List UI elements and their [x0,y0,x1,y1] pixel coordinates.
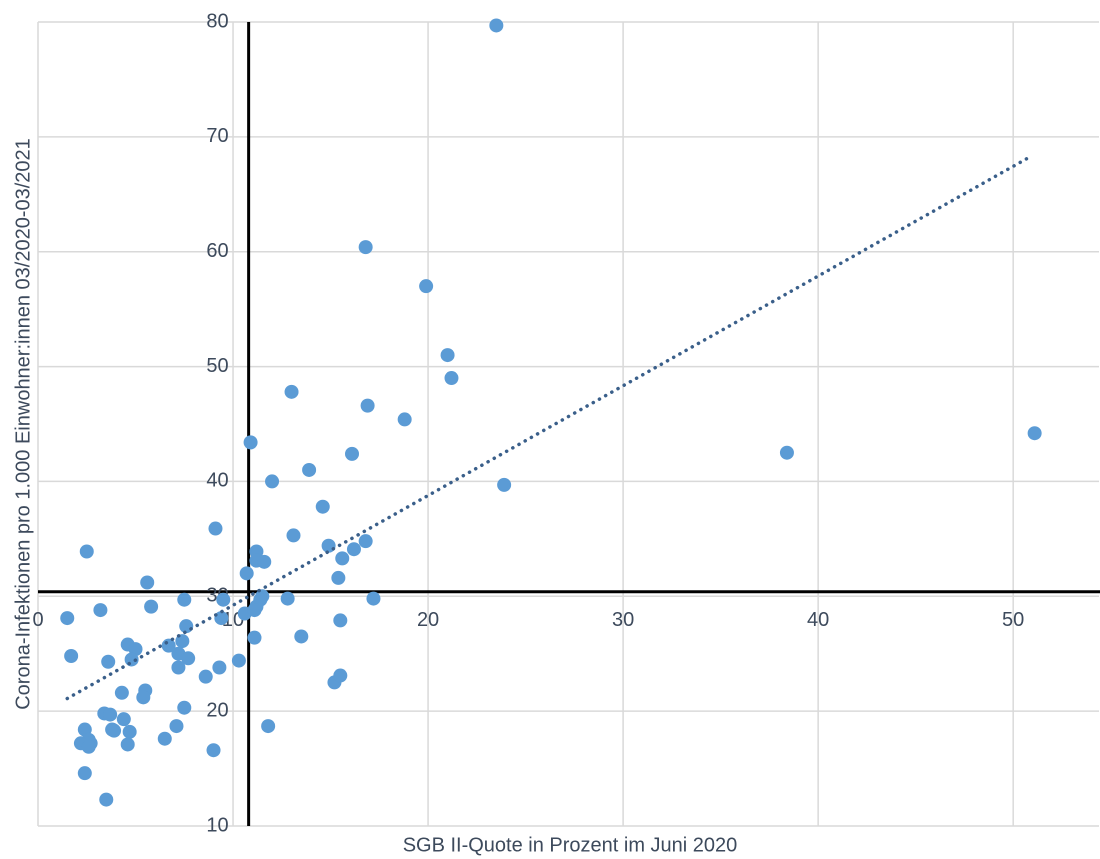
point [333,613,348,628]
point [321,538,336,553]
point [181,651,196,666]
point [247,603,262,618]
point [440,348,455,363]
point [294,629,309,644]
point [60,611,75,626]
point [265,474,280,489]
point [444,371,459,386]
point [286,528,301,543]
point [79,544,94,559]
point [333,668,348,683]
point [157,731,172,746]
point [335,551,350,566]
point [81,739,96,754]
point [198,669,213,684]
point [208,521,223,536]
x-tick-label: 0 [32,609,43,631]
point [231,653,246,668]
point [93,603,108,618]
point [302,462,317,477]
point [169,719,184,734]
point [315,499,330,514]
point [358,240,373,255]
point [257,554,272,569]
point [171,660,186,675]
y-tick-label: 10 [206,814,228,836]
point [101,654,116,669]
point [247,630,262,645]
point [177,592,192,607]
point [239,566,254,581]
point [161,638,176,653]
point [261,719,276,734]
point [397,412,412,427]
y-axis-label: Corona-Infektionen pro 1.000 Einwohner:i… [12,138,34,710]
point [345,446,360,461]
point [358,534,373,549]
point [103,707,118,722]
point [280,591,295,606]
point [360,398,375,413]
point [366,591,381,606]
point [779,445,794,460]
point [206,743,221,758]
point [99,792,114,807]
point [1027,426,1042,441]
point [114,685,129,700]
y-tick-label: 50 [206,355,228,377]
y-tick-label: 70 [206,125,228,147]
point [419,279,434,294]
point [214,611,229,626]
point [77,766,92,781]
y-tick-label: 40 [206,470,228,492]
trendline [65,155,1031,701]
x-tick-label: 50 [1002,609,1024,631]
point [212,660,227,675]
y-tick-label: 80 [206,10,228,32]
point [216,592,231,607]
point [120,737,135,752]
point [497,477,512,492]
point [140,575,155,590]
y-tick-label: 60 [206,240,228,262]
x-tick-label: 30 [612,609,634,631]
x-tick-label: 40 [807,609,829,631]
point [489,18,504,33]
point [284,384,299,399]
point [107,723,122,738]
point [346,542,361,557]
point [331,570,346,585]
point [144,599,159,614]
point [177,700,192,715]
y-tick-label: 20 [206,699,228,721]
point [136,690,151,705]
x-axis-label: SGB II-Quote in Prozent im Juni 2020 [403,834,738,856]
point [64,649,79,664]
x-tick-label: 20 [417,609,439,631]
point [122,724,137,739]
point [179,619,194,634]
point [243,435,258,450]
point [116,712,131,727]
